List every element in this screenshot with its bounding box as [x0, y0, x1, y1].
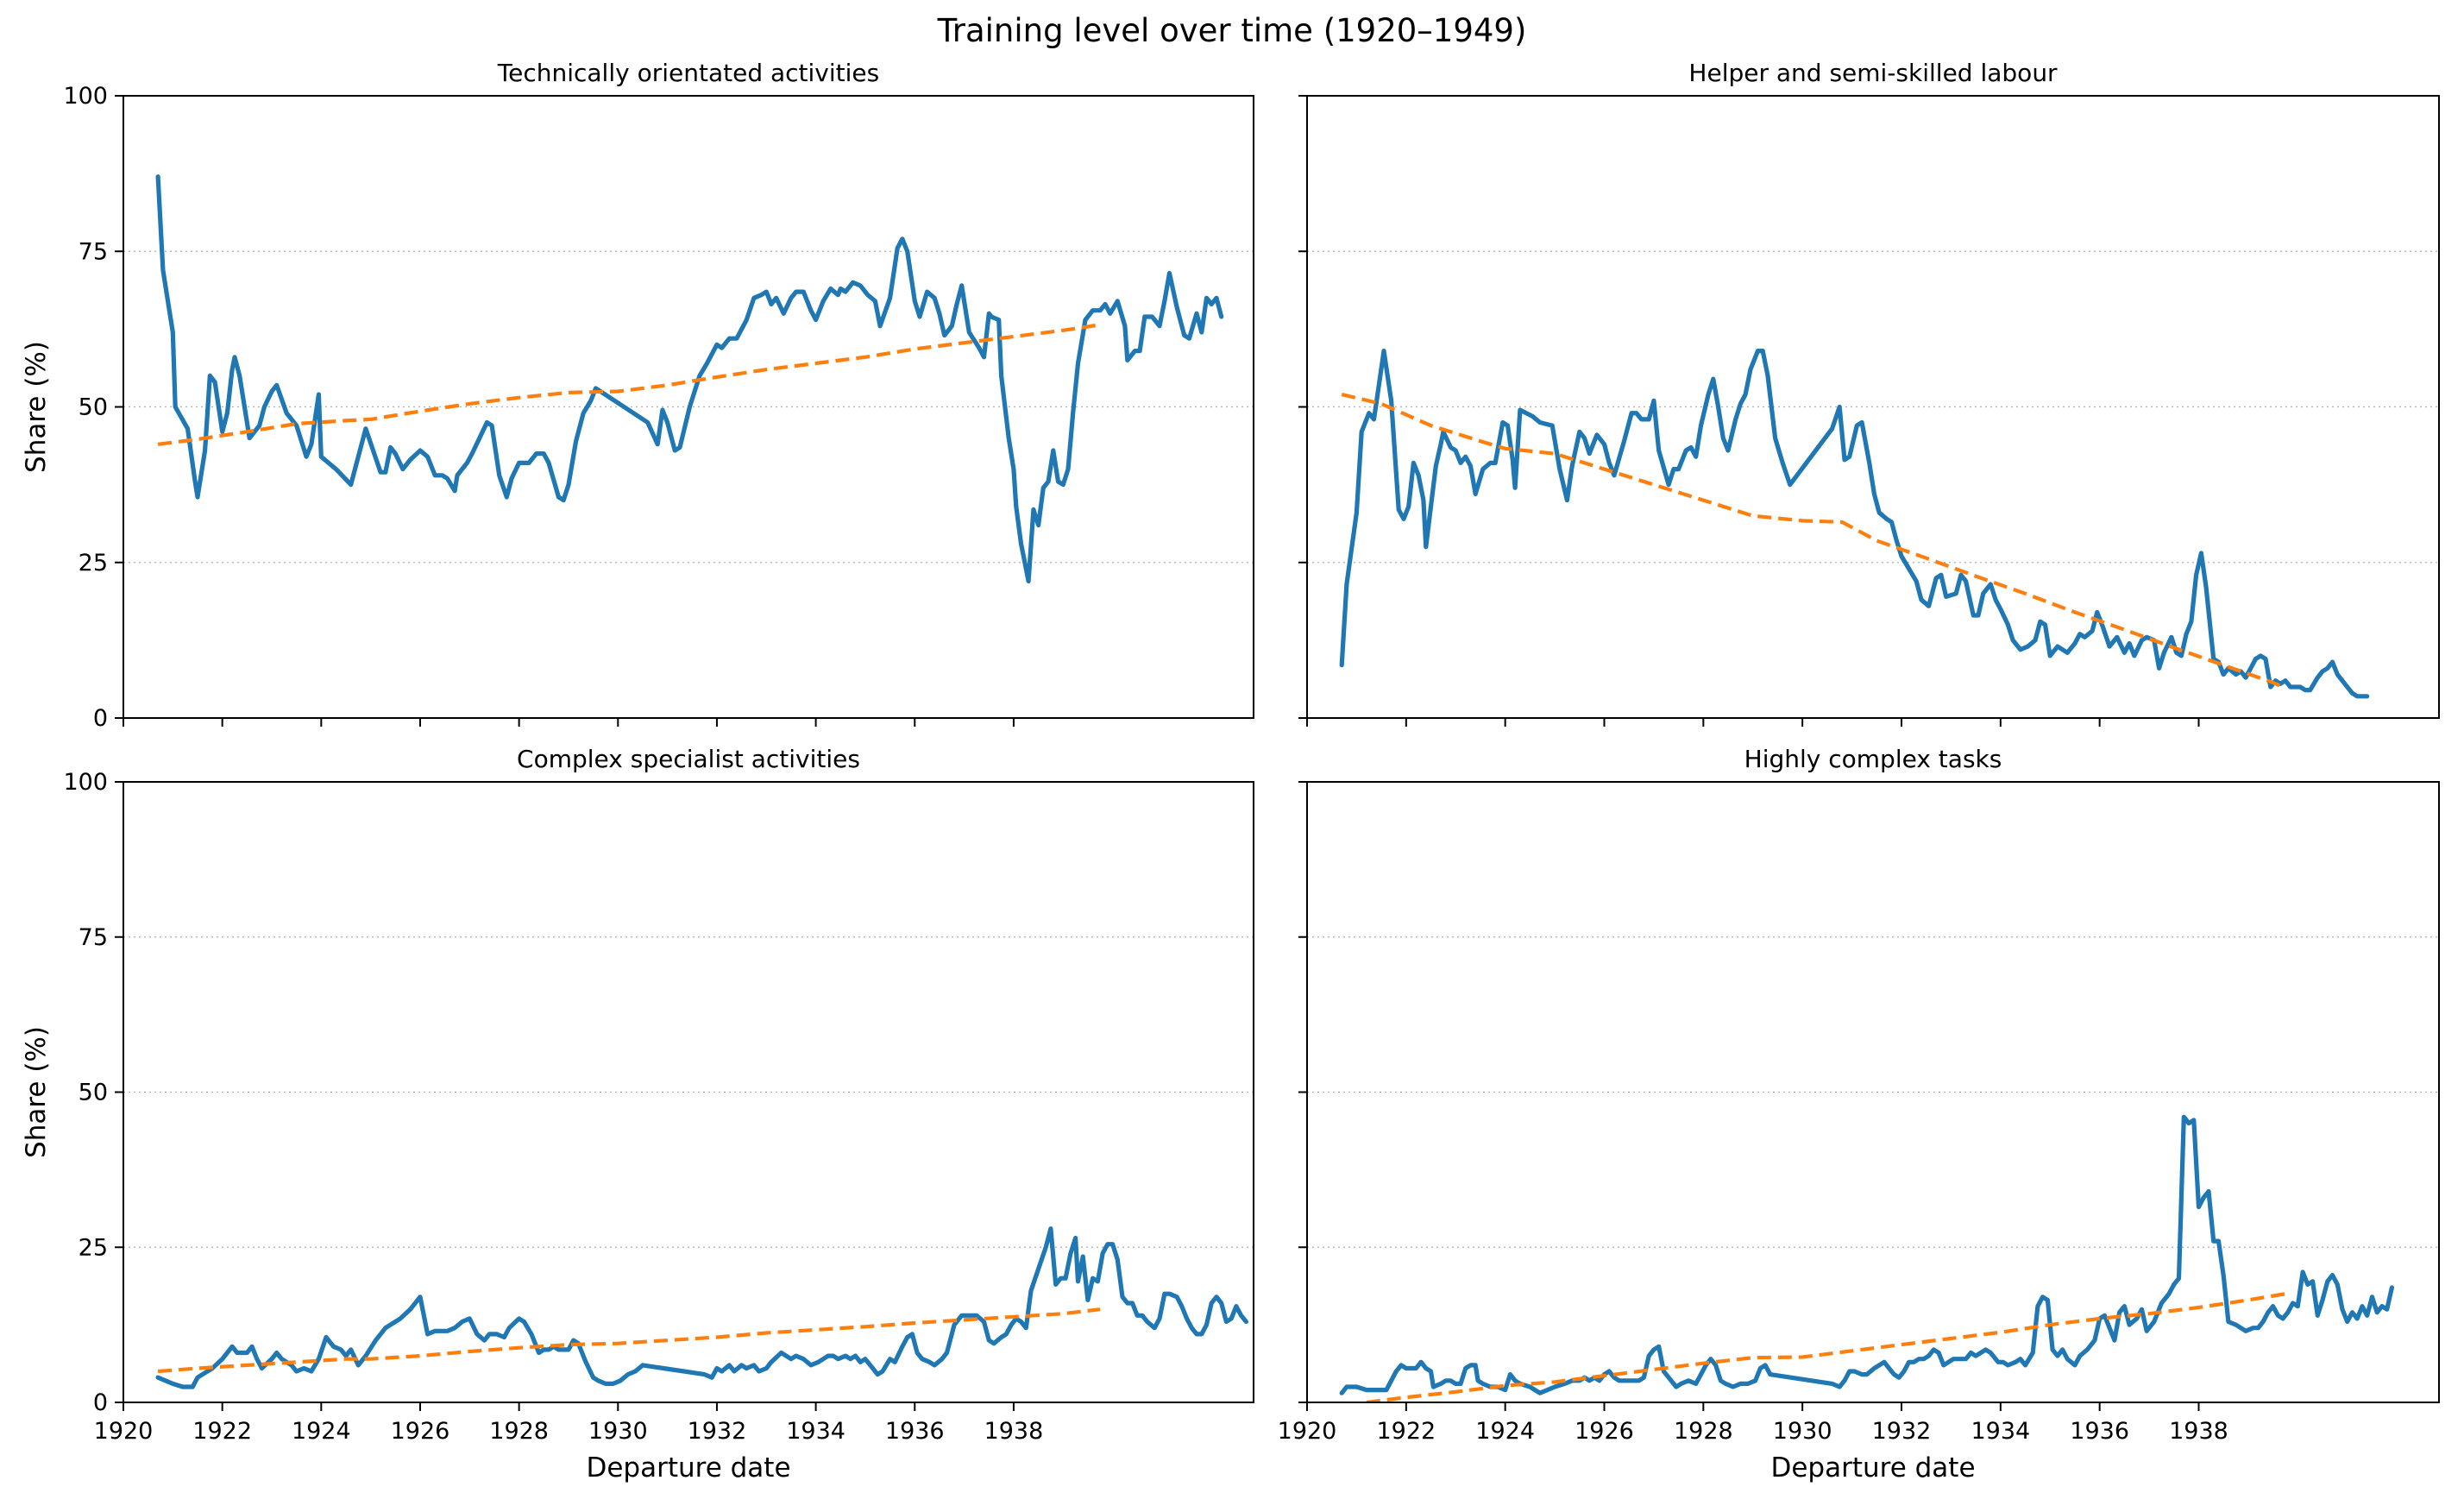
- y-tick-label: 75: [79, 924, 108, 951]
- x-tick-label: 1934: [1971, 1418, 2030, 1445]
- y-tick-label: 0: [93, 1389, 108, 1416]
- y-tick-label: 50: [79, 1080, 108, 1106]
- x-tick-label: 1928: [1674, 1418, 1733, 1445]
- share-line: [1339, 1114, 2394, 1395]
- subplot-title: Helper and semi-skilled labour: [1688, 59, 2058, 87]
- y-tick-label: 50: [79, 394, 108, 421]
- x-tick-label: 1922: [192, 1418, 252, 1445]
- x-axis-label: Departure date: [586, 1452, 790, 1484]
- chart-title: Training level over time (1920–1949): [937, 12, 1527, 49]
- share-line: [155, 174, 1224, 584]
- x-tick-label: 1930: [1773, 1418, 1832, 1445]
- subplot-grid: 0 25 50 75 100 Technically orientated activit…: [21, 59, 2440, 1484]
- x-tick-label: 1924: [1475, 1418, 1535, 1445]
- subplot-4: 1920 1922 1924 1926 1928 1930 1932 1934 1936 1938…: [1278, 745, 2440, 1484]
- share-line: [1339, 349, 2370, 699]
- x-tick-label: 1938: [2169, 1418, 2228, 1445]
- y-tick-label: 100: [63, 769, 108, 796]
- trend-line: [1341, 393, 2286, 690]
- x-tick-label: 1932: [688, 1418, 747, 1445]
- y-tick-label: 75: [79, 238, 108, 265]
- y-tick-label: 0: [93, 705, 108, 732]
- y-axis-label: Share (%): [21, 341, 52, 473]
- trend-line: [157, 1307, 1101, 1374]
- x-tick-label: 1922: [1376, 1418, 1436, 1445]
- y-tick-label: 100: [63, 83, 108, 110]
- share-line: [155, 1226, 1249, 1389]
- y-tick-label: 25: [79, 1234, 108, 1261]
- subplot-title: Technically orientated activities: [497, 59, 879, 87]
- trend-line: [157, 323, 1101, 446]
- y-axis-label: Share (%): [21, 1026, 52, 1158]
- x-tick-label: 1936: [2070, 1418, 2129, 1445]
- x-tick-label: 1924: [292, 1418, 351, 1445]
- x-tick-label: 1930: [588, 1418, 648, 1445]
- x-tick-label: 1926: [1575, 1418, 1634, 1445]
- subplot-title: Complex specialist activities: [517, 745, 860, 773]
- subplot-2: Helper and semi-skilled labour: [1298, 59, 2440, 727]
- x-tick-label: 1938: [984, 1418, 1044, 1445]
- subplot-3: 0 25 50 75 100 1920 1922 1924 1926 1928 1930 1932 19…: [21, 745, 1254, 1484]
- subplot-1: 0 25 50 75 100 Technically orientated activit…: [21, 59, 1254, 732]
- trend-line: [1366, 1292, 2286, 1402]
- x-tick-label: 1934: [786, 1418, 845, 1445]
- x-axis-label: Departure date: [1770, 1452, 1975, 1484]
- x-tick-label: 1932: [1872, 1418, 1932, 1445]
- x-tick-label: 1920: [1278, 1418, 1337, 1445]
- x-tick-label: 1926: [391, 1418, 450, 1445]
- x-tick-label: 1928: [489, 1418, 549, 1445]
- y-tick-label: 25: [79, 550, 108, 576]
- subplot-title: Highly complex tasks: [1744, 745, 2002, 773]
- x-tick-label: 1936: [885, 1418, 945, 1445]
- x-tick-label: 1920: [94, 1418, 154, 1445]
